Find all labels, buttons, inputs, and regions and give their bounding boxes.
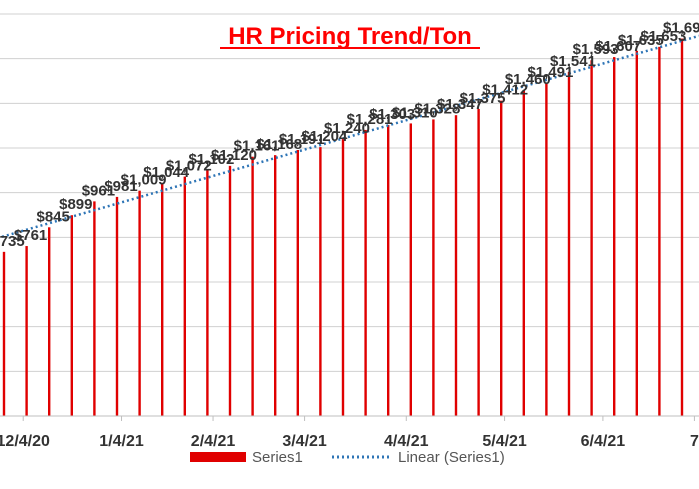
bar	[138, 190, 141, 416]
legend-series1-swatch	[190, 452, 246, 462]
bar	[635, 50, 638, 416]
x-tick-label: 2/4/21	[191, 433, 236, 450]
data-label: $1,102	[188, 151, 234, 168]
legend-trendline-label: Linear (Series1)	[398, 449, 505, 466]
chart-title-group: HR Pricing Trend/Ton	[220, 23, 480, 50]
bar	[613, 57, 616, 416]
bar	[522, 89, 525, 416]
bar	[161, 182, 164, 416]
bar	[477, 108, 480, 417]
data-label: $1,204	[301, 128, 348, 145]
bar	[251, 156, 254, 416]
data-label: $981	[104, 178, 137, 195]
legend-series1-label: Series1	[252, 449, 303, 466]
data-label: $1,072	[166, 158, 212, 175]
bar	[364, 129, 367, 416]
data-label: $1,653	[640, 28, 686, 45]
data-label: $1,240	[324, 120, 370, 137]
bar	[409, 123, 412, 416]
bar	[567, 71, 571, 417]
data-label: $1,541	[550, 53, 596, 70]
x-tick-label: 12/4/20	[0, 433, 50, 450]
data-label: $961	[82, 182, 115, 199]
data-label: $1,635	[618, 32, 664, 49]
legend: Series1 Linear (Series1)	[190, 449, 505, 466]
data-label: $899	[59, 196, 92, 213]
data-label: $1,347	[437, 96, 483, 113]
data-label: $1,120	[211, 147, 257, 164]
data-label: $1,412	[482, 82, 528, 99]
trendline	[0, 34, 699, 239]
chart-title: HR Pricing Trend/Ton	[228, 23, 472, 50]
bar	[274, 155, 277, 416]
data-label: $1,303	[369, 106, 415, 123]
bar	[680, 38, 684, 417]
bar	[70, 215, 73, 416]
x-axis: 12/4/20 1/4/21 2/4/21 3/4/21 4/4/21 5/4/21 6/4…	[0, 415, 699, 450]
data-labels: $735$761 $845$899$961$981$1,009$1,044$1,0…	[0, 20, 699, 250]
bar	[319, 147, 322, 416]
bar	[2, 251, 6, 416]
data-label: $1,310	[392, 104, 438, 121]
bar	[296, 150, 299, 416]
data-label: $1,009	[121, 172, 167, 189]
data-label: $761	[14, 227, 47, 244]
data-label: $735	[0, 233, 25, 250]
data-label: $1,328	[414, 100, 460, 117]
bar	[432, 119, 435, 416]
bar	[590, 60, 593, 416]
bar	[545, 83, 548, 416]
data-label: $1,593	[573, 41, 619, 58]
bar	[183, 176, 186, 416]
bar	[48, 227, 51, 416]
data-label: $1,460	[505, 71, 551, 88]
data-label: $1,044	[143, 164, 190, 181]
data-label: $845	[37, 208, 70, 225]
bar	[454, 115, 458, 417]
x-tick-label: 6/4/21	[581, 433, 626, 450]
x-tick-label: 4/4/21	[384, 433, 429, 450]
bar	[25, 246, 28, 416]
data-label: $1,168	[256, 136, 302, 153]
bar	[206, 169, 209, 416]
data-label: $1,161	[234, 138, 280, 155]
bar-series	[2, 38, 684, 417]
bar	[341, 139, 345, 417]
data-label: $1,281	[347, 111, 393, 128]
bar	[115, 196, 119, 416]
bar	[500, 100, 503, 417]
trendline-layer	[0, 34, 699, 239]
bar	[658, 46, 661, 417]
data-label: $1,690	[663, 20, 699, 37]
bar	[93, 201, 96, 416]
bar	[228, 165, 232, 416]
x-tick-label: 5/4/21	[482, 433, 527, 450]
x-tick-label: 7	[690, 433, 699, 450]
data-label: $1,491	[527, 64, 573, 81]
bar	[387, 124, 390, 416]
data-label: $1,191	[279, 131, 325, 148]
data-label: $1,375	[460, 90, 506, 107]
x-tick-label: 3/4/21	[282, 433, 327, 450]
data-label: $1,607	[595, 38, 641, 55]
x-tick-label: 1/4/21	[99, 433, 144, 450]
